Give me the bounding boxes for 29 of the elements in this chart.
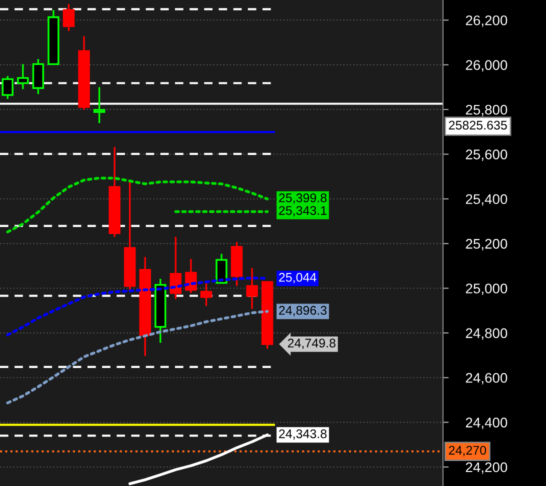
y-tick-label: 26,000: [466, 60, 508, 72]
candlestick: [200, 282, 212, 307]
y-tick-label: 25,200: [466, 238, 508, 250]
text: 24,749.8: [288, 338, 336, 349]
y-tick-label: 25,800: [466, 104, 508, 116]
data-label: 25,343.1: [279, 206, 326, 216]
y-tick-label: 25,000: [466, 284, 508, 296]
candlestick: [170, 236, 182, 300]
ref-line-label: 24,270: [448, 446, 486, 456]
y-tick-label: 25,400: [466, 194, 508, 206]
candlestick: [246, 267, 258, 310]
line-series: [6, 176, 269, 234]
data-label: 24,896.3: [279, 306, 327, 316]
data-label: 24,343.8: [279, 429, 327, 440]
data-label: 25,399.8: [279, 193, 327, 204]
y-tick-label: 24,800: [466, 328, 508, 340]
y-tick-label: 24,600: [466, 372, 508, 384]
candlestick: [32, 58, 44, 95]
data-label: 25,044: [279, 272, 316, 284]
y-tick-label: 26,200: [466, 15, 508, 27]
y-tick-label: 24,200: [466, 462, 508, 474]
candlestick: [93, 86, 106, 124]
candlestick: [62, 3, 75, 32]
ref-line-label: 25825.635: [448, 120, 507, 130]
y-tick-label: 25,600: [466, 150, 508, 161]
candlestick: [2, 75, 14, 100]
line-series: [6, 310, 269, 404]
y-tick-label: 24,400: [466, 418, 508, 430]
candlestick: [17, 63, 29, 90]
